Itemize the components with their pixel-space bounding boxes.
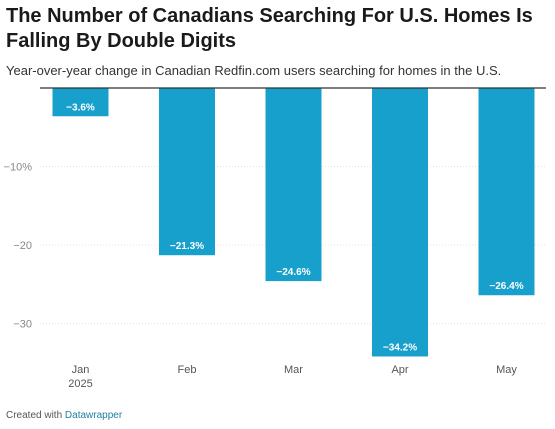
- data-label: −21.3%: [170, 241, 204, 252]
- footer-prefix: Created with: [6, 410, 63, 421]
- y-tick-label: −30: [13, 319, 32, 331]
- category-label: Jan: [72, 364, 90, 376]
- category-sublabel: 2025: [68, 378, 92, 390]
- data-label: −24.6%: [276, 267, 310, 278]
- category-label: May: [496, 364, 517, 376]
- bar: [478, 88, 535, 296]
- datawrapper-link[interactable]: Datawrapper: [64, 410, 123, 421]
- data-label: −3.6%: [66, 102, 95, 113]
- data-label: −34.2%: [383, 342, 417, 353]
- data-label: −26.4%: [489, 281, 523, 292]
- bar: [372, 88, 428, 357]
- category-label: Mar: [284, 364, 303, 376]
- bar: [52, 88, 109, 117]
- y-tick-label: −20: [13, 240, 32, 252]
- y-tick-label: −10%: [4, 162, 33, 174]
- chart-subtitle: Year-over-year change in Canadian Redfin…: [6, 63, 502, 78]
- footer-credit: Created with Datawrapper: [6, 410, 122, 421]
- bar: [265, 88, 322, 282]
- category-label: Apr: [391, 364, 408, 376]
- bar: [159, 88, 215, 256]
- category-label: Feb: [178, 364, 197, 376]
- chart-title: The Number of Canadians Searching For U.…: [6, 5, 533, 52]
